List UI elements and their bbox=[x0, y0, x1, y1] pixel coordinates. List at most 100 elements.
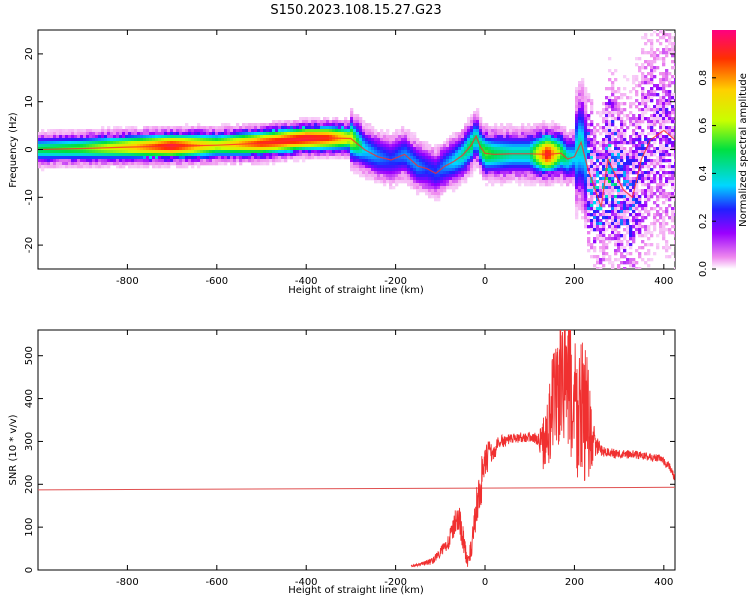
spectrogram-cell bbox=[629, 225, 633, 229]
spectrogram-cell bbox=[128, 156, 132, 160]
spectrogram-cell bbox=[116, 150, 120, 154]
spectrogram-cell bbox=[587, 210, 591, 214]
spectrogram-cell bbox=[146, 144, 150, 148]
spectrogram-cell bbox=[398, 162, 402, 166]
spectrogram-cell bbox=[476, 114, 480, 118]
spectrogram-cell bbox=[626, 162, 630, 166]
spectrogram-cell bbox=[182, 162, 186, 166]
spectrogram-cell bbox=[173, 147, 177, 151]
spectrogram-cell bbox=[149, 147, 153, 151]
spectrogram-cell bbox=[68, 132, 72, 136]
spectrogram-cell bbox=[356, 117, 360, 121]
spectrogram-cell bbox=[209, 162, 213, 166]
spectrogram-cell bbox=[620, 192, 624, 196]
spectrogram-cell bbox=[635, 99, 639, 103]
spectrogram-cell bbox=[599, 180, 603, 184]
spectrogram-cell bbox=[485, 132, 489, 136]
spectrogram-cell bbox=[338, 153, 342, 157]
spectrogram-cell bbox=[308, 150, 312, 154]
spectrogram-cell bbox=[623, 150, 627, 154]
spectrogram-cell bbox=[461, 138, 465, 142]
spectrogram-cell bbox=[350, 162, 354, 166]
spectrogram-cell bbox=[560, 147, 564, 151]
spectrogram-cell bbox=[500, 141, 504, 145]
spectrogram-cell bbox=[110, 141, 114, 145]
spectrogram-cell bbox=[284, 150, 288, 154]
spectrogram-cell bbox=[596, 153, 600, 157]
spectrogram-cell bbox=[611, 216, 615, 220]
spectrogram-cell bbox=[602, 117, 606, 121]
spectrogram-cell bbox=[140, 162, 144, 166]
spectrogram-cell bbox=[272, 120, 276, 124]
spectrogram-cell bbox=[545, 171, 549, 175]
spectrogram-cell bbox=[572, 147, 576, 151]
spectrogram-cell bbox=[275, 144, 279, 148]
spectrogram-cell bbox=[584, 123, 588, 127]
spectrogram-cell bbox=[614, 141, 618, 145]
spectrogram-cell bbox=[653, 51, 657, 55]
spectrogram-cell bbox=[173, 138, 177, 142]
spectrogram-cell bbox=[662, 75, 666, 79]
spectrogram-cell bbox=[452, 132, 456, 136]
spectrogram-cell bbox=[488, 159, 492, 163]
spectrogram-cell bbox=[632, 114, 636, 118]
spectrogram-cell bbox=[578, 207, 582, 211]
spectrogram-cell bbox=[602, 201, 606, 205]
spectrogram-cell bbox=[626, 219, 630, 223]
spectrogram-cell bbox=[611, 192, 615, 196]
spectrogram-cell bbox=[74, 135, 78, 139]
spectrogram-cell bbox=[620, 183, 624, 187]
spectrogram-cell bbox=[110, 150, 114, 154]
spectrogram-cell bbox=[671, 93, 675, 97]
spectrogram-cell bbox=[344, 126, 348, 130]
spectrogram-cell bbox=[251, 126, 255, 130]
spectrogram-cell bbox=[38, 153, 42, 157]
spectrogram-cell bbox=[602, 213, 606, 217]
spectrogram-cell bbox=[674, 99, 675, 103]
spectrogram-cell bbox=[74, 138, 78, 142]
spectrogram-cell bbox=[542, 120, 546, 124]
spectrogram-cell bbox=[89, 159, 93, 163]
spectrogram-cell bbox=[92, 159, 96, 163]
spectrogram-cell bbox=[257, 162, 261, 166]
spectrogram-cell bbox=[650, 93, 654, 97]
spectrogram-cell bbox=[179, 153, 183, 157]
spectrogram-cell bbox=[656, 39, 660, 43]
spectrogram-cell bbox=[596, 147, 600, 151]
spectrogram-cell bbox=[152, 132, 156, 136]
spectrogram-cell bbox=[668, 192, 672, 196]
spectrogram-cell bbox=[659, 138, 663, 142]
spectrogram-cell bbox=[572, 141, 576, 145]
spectrogram-cell bbox=[572, 156, 576, 160]
spectrogram-cell bbox=[392, 147, 396, 151]
spectrogram-cell bbox=[521, 132, 525, 136]
spectrogram-cell bbox=[659, 111, 663, 115]
spectrogram-cell bbox=[239, 147, 243, 151]
spectrogram-cell bbox=[164, 162, 168, 166]
spectrogram-cell bbox=[578, 150, 582, 154]
spectrogram-cell bbox=[176, 150, 180, 154]
spectrogram-cell bbox=[632, 213, 636, 217]
spectrogram-cell bbox=[674, 96, 675, 100]
spectrogram-cell bbox=[674, 231, 675, 235]
spectrogram-cell bbox=[653, 171, 657, 175]
spectrogram-cell bbox=[437, 174, 441, 178]
spectrogram-cell bbox=[671, 108, 675, 112]
spectrogram-cell bbox=[92, 135, 96, 139]
spectrogram-cell bbox=[605, 126, 609, 130]
spectrogram-cell bbox=[506, 135, 510, 139]
spectrogram-cell bbox=[623, 192, 627, 196]
spectrogram-cell bbox=[122, 141, 126, 145]
spectrogram-cell bbox=[41, 147, 45, 151]
spectrogram-cell bbox=[464, 135, 468, 139]
spectrogram-cell bbox=[587, 159, 591, 163]
spectrogram-cell bbox=[602, 126, 606, 130]
spectrogram-cell bbox=[44, 147, 48, 151]
spectrogram-cell bbox=[644, 165, 648, 169]
spectrogram-cell bbox=[71, 144, 75, 148]
spectrogram-cell bbox=[284, 120, 288, 124]
spectrogram-cell bbox=[488, 180, 492, 184]
spectrogram-cell bbox=[374, 150, 378, 154]
spectrogram-cell bbox=[599, 228, 603, 232]
spectrogram-cell bbox=[461, 129, 465, 133]
